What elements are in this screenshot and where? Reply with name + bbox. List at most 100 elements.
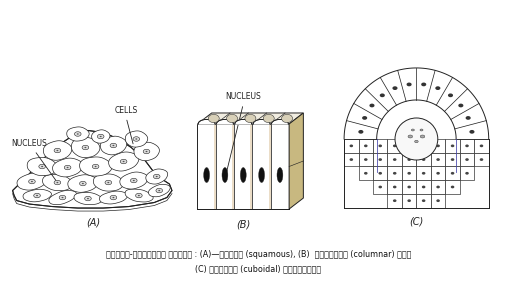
Ellipse shape [36, 195, 38, 196]
Polygon shape [358, 139, 373, 153]
Ellipse shape [408, 172, 411, 175]
Polygon shape [134, 142, 159, 161]
Ellipse shape [408, 145, 411, 147]
Ellipse shape [435, 86, 440, 90]
Ellipse shape [420, 135, 425, 138]
Ellipse shape [465, 172, 469, 175]
Ellipse shape [56, 182, 58, 183]
Polygon shape [402, 180, 416, 194]
Polygon shape [416, 139, 431, 153]
Ellipse shape [422, 199, 425, 202]
Ellipse shape [422, 158, 425, 161]
Ellipse shape [422, 186, 425, 188]
Ellipse shape [156, 188, 162, 193]
Ellipse shape [422, 172, 425, 175]
Polygon shape [344, 139, 358, 153]
Ellipse shape [465, 145, 469, 147]
Ellipse shape [421, 83, 426, 86]
Ellipse shape [393, 145, 396, 147]
Ellipse shape [407, 83, 412, 86]
Ellipse shape [87, 198, 89, 199]
Polygon shape [358, 153, 373, 166]
Ellipse shape [364, 172, 368, 175]
Polygon shape [53, 158, 83, 177]
Polygon shape [474, 153, 489, 166]
Ellipse shape [105, 180, 112, 185]
Ellipse shape [392, 86, 397, 90]
Ellipse shape [54, 148, 61, 153]
Text: (C) घनाकार (cuboidal) उपकलाएँ।: (C) घनाकार (cuboidal) उपकलाएँ। [196, 265, 322, 274]
Polygon shape [460, 139, 474, 153]
Polygon shape [402, 166, 416, 180]
Circle shape [395, 118, 438, 160]
Polygon shape [99, 191, 128, 204]
Text: CELLS: CELLS [115, 106, 138, 115]
Polygon shape [344, 68, 489, 139]
Ellipse shape [156, 176, 158, 177]
Ellipse shape [29, 179, 35, 184]
Ellipse shape [34, 193, 40, 198]
Polygon shape [474, 139, 489, 153]
Ellipse shape [59, 195, 66, 200]
Ellipse shape [95, 166, 97, 167]
Ellipse shape [408, 186, 411, 188]
Polygon shape [13, 130, 172, 208]
Polygon shape [42, 174, 73, 191]
Polygon shape [431, 153, 445, 166]
Ellipse shape [420, 129, 423, 131]
Text: NUCLEUS: NUCLEUS [12, 138, 47, 147]
Polygon shape [72, 138, 100, 158]
Ellipse shape [411, 129, 414, 131]
Polygon shape [388, 153, 402, 166]
Ellipse shape [277, 168, 283, 183]
Ellipse shape [131, 178, 137, 183]
Ellipse shape [113, 145, 114, 146]
Ellipse shape [108, 182, 110, 183]
Polygon shape [79, 157, 112, 176]
Polygon shape [49, 190, 76, 205]
Polygon shape [445, 139, 460, 153]
Polygon shape [17, 173, 47, 190]
Polygon shape [235, 119, 252, 124]
Polygon shape [402, 153, 416, 166]
Ellipse shape [120, 159, 127, 164]
Ellipse shape [380, 93, 385, 97]
Ellipse shape [415, 140, 418, 143]
Ellipse shape [113, 197, 114, 198]
Ellipse shape [465, 116, 471, 120]
Ellipse shape [100, 136, 102, 137]
Ellipse shape [378, 158, 382, 161]
Ellipse shape [110, 143, 117, 148]
Polygon shape [109, 152, 139, 171]
Polygon shape [289, 113, 303, 209]
Polygon shape [344, 153, 358, 166]
Ellipse shape [282, 114, 292, 123]
Text: (C): (C) [409, 216, 423, 227]
Polygon shape [402, 194, 416, 207]
Ellipse shape [362, 116, 367, 120]
Polygon shape [93, 174, 124, 191]
Polygon shape [358, 166, 373, 180]
Ellipse shape [451, 158, 454, 161]
Polygon shape [253, 119, 270, 124]
Text: (A): (A) [86, 218, 100, 228]
Ellipse shape [65, 165, 71, 170]
Ellipse shape [422, 145, 425, 147]
Ellipse shape [408, 158, 411, 161]
Ellipse shape [448, 93, 453, 97]
Polygon shape [445, 180, 460, 194]
Ellipse shape [436, 145, 440, 147]
Polygon shape [232, 124, 234, 209]
Ellipse shape [143, 149, 150, 154]
Text: (B): (B) [236, 219, 250, 229]
Ellipse shape [470, 130, 475, 134]
Ellipse shape [97, 134, 104, 139]
Polygon shape [460, 153, 474, 166]
Ellipse shape [378, 186, 382, 188]
Ellipse shape [110, 195, 117, 200]
Ellipse shape [408, 135, 413, 138]
Ellipse shape [393, 199, 396, 202]
Ellipse shape [135, 138, 137, 140]
Ellipse shape [79, 181, 86, 186]
Ellipse shape [74, 132, 81, 136]
